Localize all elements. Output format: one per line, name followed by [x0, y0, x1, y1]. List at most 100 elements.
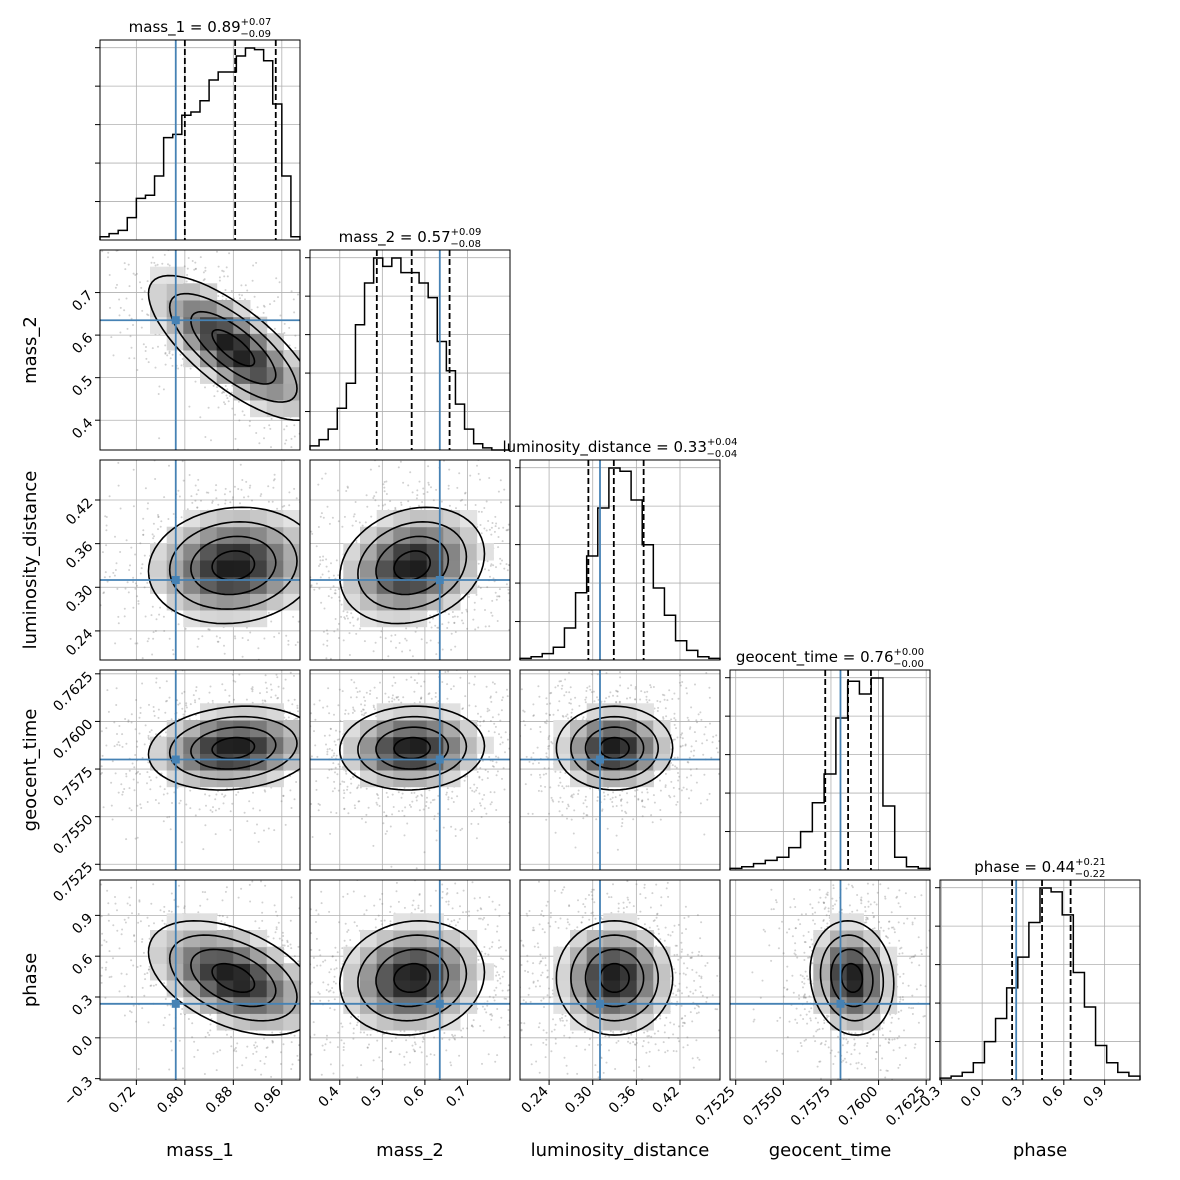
sample-point [151, 347, 154, 350]
panel-frame [99, 249, 301, 451]
sample-point [360, 394, 362, 396]
sample-point [290, 290, 293, 293]
sample-point [253, 832, 256, 835]
sample-point [326, 505, 329, 508]
sample-point [323, 564, 325, 566]
sample-point [432, 617, 434, 620]
sample-point [194, 268, 197, 270]
sample-point [288, 627, 290, 629]
sample-point [268, 424, 271, 427]
sample-point [507, 592, 510, 595]
sample-point [228, 701, 231, 704]
sample-point [470, 810, 473, 813]
sample-point [215, 484, 218, 487]
sample-point [531, 808, 533, 810]
sample-point [285, 425, 288, 428]
sample-point [141, 298, 144, 301]
sample-point [231, 802, 234, 805]
sample-point [101, 754, 104, 757]
sample-point [152, 631, 155, 634]
density-cell [426, 770, 444, 788]
sample-point [136, 804, 139, 807]
sample-point [491, 681, 494, 684]
sample-point [124, 718, 127, 720]
sample-point [27, 174, 29, 176]
sample-point [300, 450, 302, 452]
sample-point [130, 721, 133, 724]
sample-point [447, 798, 450, 801]
sample-point [429, 639, 432, 642]
sample-point [325, 657, 328, 660]
density-cell [393, 543, 411, 561]
sample-point [105, 744, 108, 747]
sample-point [515, 628, 517, 630]
sample-point [474, 675, 476, 678]
sample-point [311, 785, 313, 787]
sample-point [420, 697, 423, 700]
sample-point [351, 711, 354, 714]
sample-point [374, 499, 377, 502]
sample-point [339, 719, 342, 722]
density-cell [283, 510, 300, 528]
sample-point [548, 713, 551, 716]
sample-point [139, 572, 142, 575]
sample-point [279, 314, 282, 317]
sample-point [154, 630, 157, 632]
sample-point [385, 468, 387, 470]
sample-point [377, 456, 379, 458]
sample-point [314, 766, 316, 768]
sample-point [234, 637, 237, 640]
sample-point [314, 652, 316, 654]
sample-point [301, 606, 303, 608]
sample-point [504, 731, 507, 734]
sample-point [350, 612, 353, 615]
sample-point [384, 637, 387, 640]
sample-point [269, 303, 271, 306]
density-layer [520, 670, 720, 870]
sample-point [328, 416, 330, 418]
sample-point [141, 715, 143, 717]
sample-point [317, 802, 320, 805]
sample-point [169, 357, 172, 360]
sample-point [125, 772, 128, 775]
sample-point [105, 524, 108, 527]
sample-point [139, 281, 141, 284]
density-cell [216, 300, 234, 318]
density-cell [233, 576, 251, 594]
sample-point [233, 297, 235, 300]
sample-point [499, 719, 502, 722]
sample-point [421, 668, 423, 670]
sample-point [147, 736, 150, 739]
sample-point [204, 266, 207, 269]
sample-point [330, 714, 332, 716]
density-cell [250, 400, 268, 418]
sample-point [132, 606, 135, 609]
sample-point [282, 451, 284, 453]
sample-point [516, 522, 518, 524]
sample-point [493, 791, 496, 794]
sample-point [338, 730, 341, 733]
sample-point [362, 420, 364, 422]
sample-point [302, 728, 304, 730]
sample-point [272, 479, 275, 482]
sample-point [538, 744, 540, 746]
sample-point [136, 595, 139, 598]
sample-point [321, 510, 323, 512]
sample-point [117, 622, 120, 625]
sample-point [425, 641, 428, 644]
density-cell [250, 383, 268, 401]
sample-point [188, 474, 191, 476]
sample-point [224, 794, 227, 797]
density-cell [360, 593, 378, 611]
sample-point [353, 681, 356, 684]
sample-point [171, 649, 174, 651]
sample-point [293, 798, 296, 801]
sample-point [344, 617, 347, 620]
sample-point [507, 528, 510, 531]
sample-point [360, 415, 362, 417]
sample-point [338, 765, 341, 768]
sample-point [221, 269, 224, 272]
sample-point [181, 692, 184, 695]
sample-point [541, 712, 543, 714]
sample-point [212, 384, 215, 387]
